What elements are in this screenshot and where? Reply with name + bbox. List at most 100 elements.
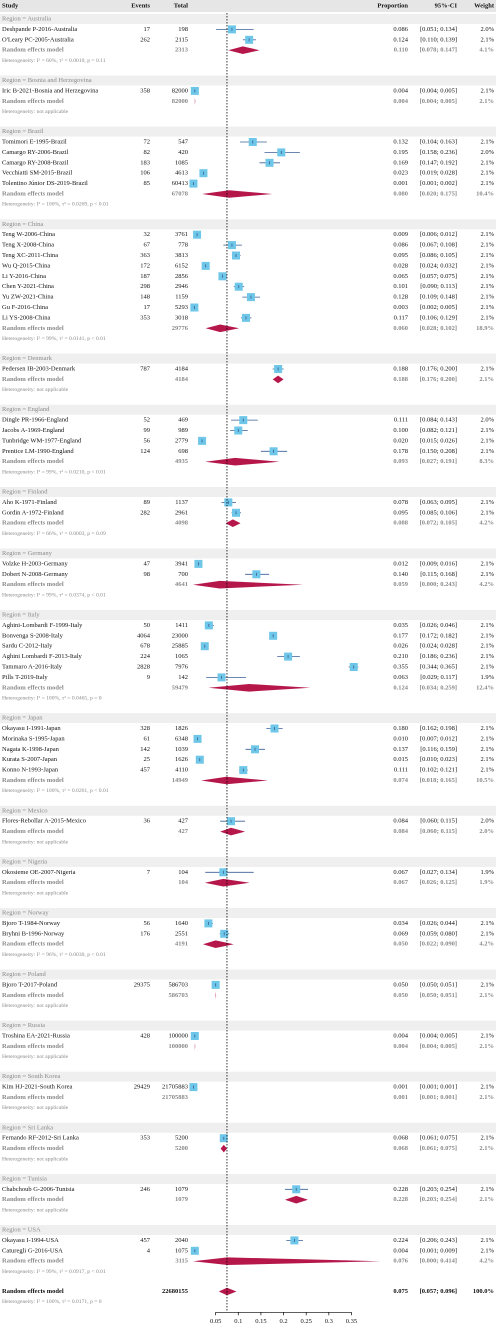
study-text: Yu ZW-2021-China bbox=[2, 294, 54, 301]
study-text: Okayasu I-1991-Japan bbox=[2, 725, 61, 732]
study-text: Gordin A-1972-Finland bbox=[2, 509, 64, 516]
events-text: 52 bbox=[144, 417, 151, 424]
proportion-text: 0.084 bbox=[393, 828, 408, 835]
study-text: Random effects model bbox=[2, 325, 64, 332]
heterogeneity: Heterogeneity: I² = 99%, τ² = 0.0141, p … bbox=[2, 336, 106, 342]
weight-text: 2.1% bbox=[480, 294, 494, 301]
ci-text: [0.104; 0.163] bbox=[420, 138, 457, 145]
proportion-text: 0.060 bbox=[393, 325, 408, 332]
study-text: Teng X-2008-China bbox=[2, 242, 54, 249]
total-text: 2551 bbox=[175, 930, 188, 937]
study-text: Iric B-2021-Bosnia and Herzegovina bbox=[2, 87, 98, 94]
study-text: Tammaro A-2016-Italy bbox=[2, 663, 63, 670]
column-header: Study bbox=[2, 2, 19, 9]
study-text: Random effects model bbox=[2, 992, 64, 999]
ci-text: [0.026; 0.125] bbox=[420, 879, 457, 886]
proportion-text: 0.050 bbox=[393, 992, 408, 999]
study-text: Random effects model bbox=[2, 828, 64, 835]
ci-text: [0.067; 0.108] bbox=[420, 242, 457, 249]
region-band bbox=[0, 126, 496, 137]
ci-text: [0.000; 0.243] bbox=[420, 581, 457, 588]
weight-text: 2.1% bbox=[479, 376, 494, 383]
heterogeneity: Heterogeneity: I² = 99%, τ² = 0.0210, p … bbox=[2, 469, 106, 475]
heterogeneity: Heterogeneity: not applicable bbox=[2, 1003, 69, 1009]
weight-text: 2.1% bbox=[479, 1196, 494, 1203]
total-text: 586703 bbox=[169, 992, 189, 999]
weight-text: 2.1% bbox=[480, 560, 494, 567]
events-text: 106 bbox=[140, 170, 151, 177]
ci-text: [0.050; 0.051] bbox=[420, 992, 457, 999]
proportion-text: 0.059 bbox=[393, 581, 408, 588]
study-text: Tunbridge WM-1977-England bbox=[2, 437, 82, 444]
weight-text: 2.1% bbox=[480, 1247, 494, 1254]
proportion-text: 0.086 bbox=[393, 242, 408, 249]
heterogeneity: Heterogeneity: I² = 100%, τ² = 0.0261, p… bbox=[2, 788, 109, 794]
column-header: Total bbox=[174, 2, 188, 9]
weight-text: 8.3% bbox=[479, 458, 494, 465]
heterogeneity: Heterogeneity: I² = 100%, τ² = 0.0269, p… bbox=[2, 202, 109, 208]
events-text: 187 bbox=[140, 273, 151, 280]
ci-text: [0.176; 0.200] bbox=[420, 365, 457, 372]
region-label: Region = Poland bbox=[2, 971, 46, 978]
heterogeneity: Heterogeneity: not applicable bbox=[2, 1156, 69, 1162]
weight-text: 2.1% bbox=[480, 180, 494, 187]
ci-text: [0.029; 0.117] bbox=[420, 674, 457, 681]
study-text: Aghini-Lombardi F-1999-Italy bbox=[2, 622, 83, 629]
total-text: 2856 bbox=[175, 273, 189, 280]
weight-text: 4.2% bbox=[479, 520, 494, 527]
heterogeneity: Heterogeneity: not applicable bbox=[2, 839, 69, 845]
events-text: 32 bbox=[144, 231, 151, 238]
proportion-text: 0.067 bbox=[393, 879, 408, 886]
study-text: Random effects model bbox=[2, 1145, 64, 1152]
proportion-text: 0.210 bbox=[393, 653, 408, 660]
weight-text: 2.1% bbox=[480, 509, 494, 516]
proportion-text: 0.068 bbox=[393, 1135, 408, 1142]
ci-text: [0.186; 0.236] bbox=[420, 653, 457, 660]
proportion-text: 0.075 bbox=[393, 1288, 408, 1295]
study-text: Chen Y-2021-China bbox=[2, 283, 54, 290]
total-text: 21705883 bbox=[162, 1094, 189, 1101]
ci-text: [0.116; 0.159] bbox=[420, 746, 457, 753]
study-text: Random effects model bbox=[2, 47, 64, 54]
column-header: Weight bbox=[474, 2, 495, 9]
weight-text: 2.1% bbox=[480, 756, 494, 763]
ci-text: [0.051; 0.134] bbox=[420, 26, 457, 33]
weight-text: 2.1% bbox=[480, 735, 494, 742]
study-text: Random effects model bbox=[2, 98, 64, 105]
pooled-diamond bbox=[204, 878, 250, 887]
heterogeneity: Heterogeneity: I² = 99%, τ² = 0.0917, p … bbox=[2, 1269, 106, 1275]
region-band bbox=[0, 1071, 496, 1082]
total-text: 5200 bbox=[175, 1145, 188, 1152]
column-header: Proportion bbox=[377, 2, 408, 9]
region-band bbox=[0, 805, 496, 816]
study-text: O'Leary PC-2005-Australia bbox=[2, 36, 74, 43]
events-text: 328 bbox=[140, 725, 150, 732]
events-text: 56 bbox=[144, 437, 151, 444]
proportion-text: 0.228 bbox=[393, 1186, 408, 1193]
weight-text: 2.0% bbox=[479, 828, 494, 835]
events-text: 72 bbox=[144, 138, 151, 145]
total-text: 59479 bbox=[172, 684, 189, 691]
weight-text: 2.1% bbox=[480, 437, 494, 444]
total-text: 14949 bbox=[172, 777, 189, 784]
total-text: 198 bbox=[178, 26, 188, 33]
study-text: Nagata K-1998-Japan bbox=[2, 746, 60, 753]
total-text: 2313 bbox=[175, 47, 189, 54]
total-text: 547 bbox=[178, 138, 189, 145]
ci-text: [0.024; 0.032] bbox=[420, 262, 457, 269]
study-text: Random effects model bbox=[2, 190, 64, 197]
ci-text: [0.176; 0.200] bbox=[420, 376, 457, 383]
region-label: Region = England bbox=[2, 406, 50, 413]
total-text: 3761 bbox=[175, 231, 188, 238]
total-text: 22680155 bbox=[162, 1288, 189, 1295]
total-text: 4184 bbox=[175, 365, 189, 372]
weight-text: 18.9% bbox=[476, 325, 494, 332]
weight-text: 2.1% bbox=[480, 427, 494, 434]
weight-text: 2.1% bbox=[480, 725, 494, 732]
total-text: 2961 bbox=[175, 509, 188, 516]
study-text: Random effects model bbox=[2, 1043, 64, 1050]
total-text: 4191 bbox=[175, 941, 188, 948]
study-text: Kim HJ-2021-South Korea bbox=[2, 1084, 73, 1091]
x-tick-label: 0.25 bbox=[301, 1318, 312, 1325]
